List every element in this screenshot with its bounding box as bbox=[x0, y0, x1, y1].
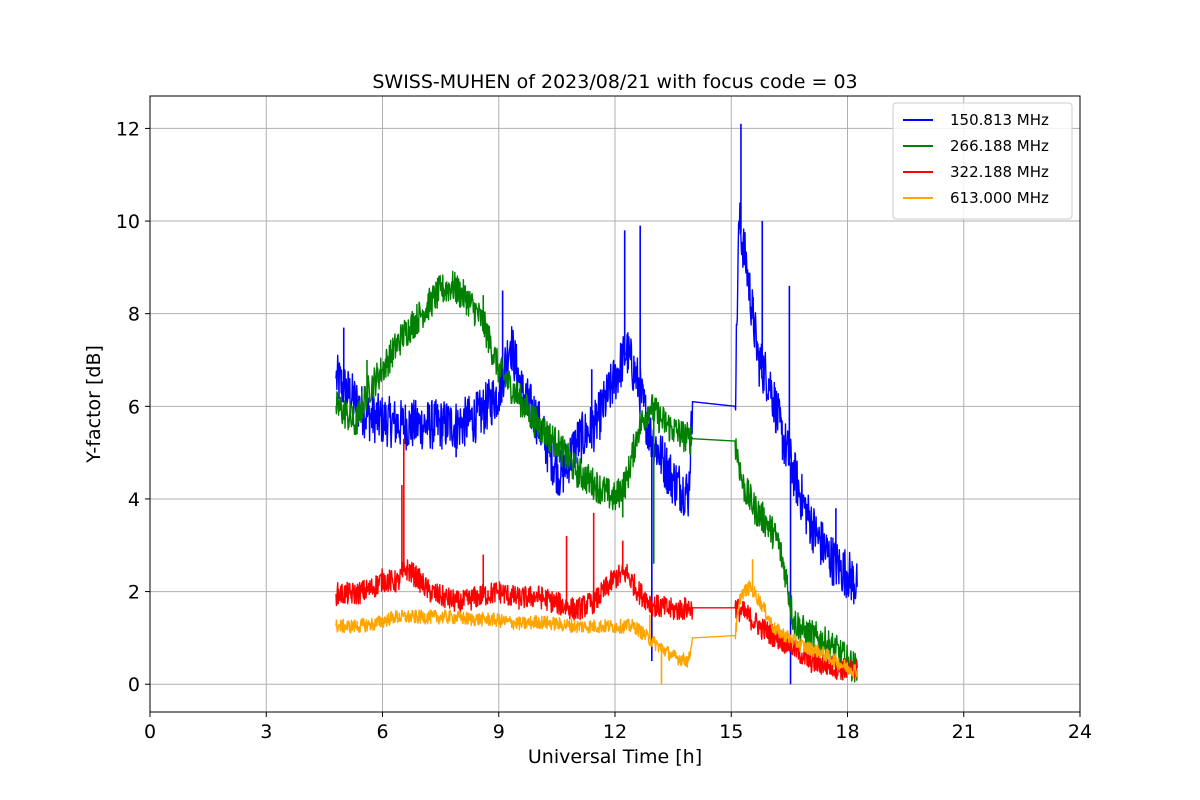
y-tick-label: 2 bbox=[128, 582, 140, 604]
chart-title: SWISS-MUHEN of 2023/08/21 with focus cod… bbox=[372, 71, 857, 93]
x-tick-label: 6 bbox=[376, 721, 388, 743]
series-line-1 bbox=[335, 202, 858, 605]
legend-box bbox=[892, 102, 1073, 220]
legend-label-2: 266.188 MHz bbox=[950, 137, 1049, 155]
y-tick-label: 8 bbox=[128, 304, 140, 326]
legend-label-4: 613.000 MHz bbox=[950, 189, 1049, 207]
y-tick-label: 10 bbox=[116, 211, 140, 233]
legend: 150.813 MHz 266.188 MHz 322.188 MHz 613.000… bbox=[892, 102, 1073, 220]
y-tick-label: 4 bbox=[128, 489, 140, 511]
series-line-2 bbox=[335, 270, 858, 683]
legend-label-1: 150.813 MHz bbox=[950, 111, 1049, 129]
legend-label-3: 322.188 MHz bbox=[950, 163, 1049, 181]
y-axis-label: Y-factor [dB] bbox=[83, 345, 105, 464]
y-tick-label: 12 bbox=[116, 118, 140, 140]
x-tick-label: 0 bbox=[144, 721, 156, 743]
x-axis-label: Universal Time [h] bbox=[528, 746, 702, 768]
x-tick-label: 12 bbox=[603, 721, 627, 743]
x-tick-label: 18 bbox=[835, 721, 859, 743]
y-tick-label: 6 bbox=[128, 396, 140, 418]
x-tick-label: 24 bbox=[1068, 721, 1092, 743]
y-tick-label: 0 bbox=[128, 674, 140, 696]
x-tick-label: 3 bbox=[260, 721, 272, 743]
x-tick-label: 21 bbox=[952, 721, 976, 743]
series-line-4 bbox=[335, 580, 858, 678]
x-tick-label: 15 bbox=[719, 721, 743, 743]
x-tick-label: 9 bbox=[493, 721, 505, 743]
series-layer bbox=[335, 123, 858, 685]
